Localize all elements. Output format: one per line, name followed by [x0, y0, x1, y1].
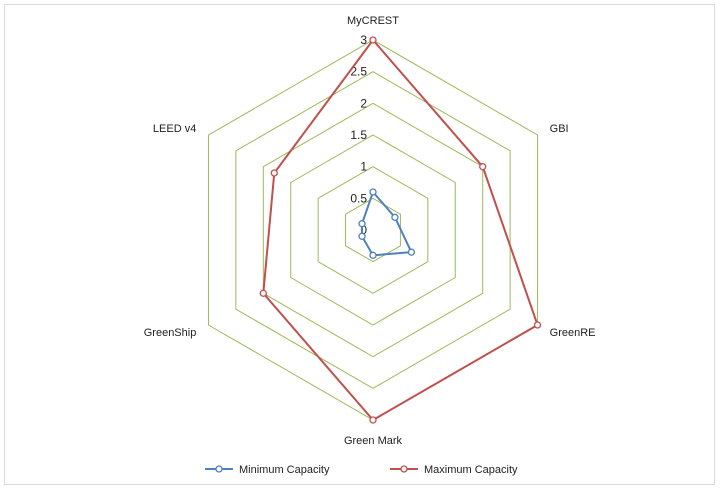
series-0-point-3 — [369, 251, 377, 259]
category-label-3: Green Mark — [344, 435, 403, 447]
series-line-0 — [361, 190, 413, 257]
series-0-point-1 — [391, 213, 399, 221]
series-1-point-1 — [479, 163, 487, 171]
series-1-point-5 — [270, 169, 278, 177]
category-labels: MyCREST GBI GreenRE Green Mark GreenShip LEED… — [144, 15, 596, 447]
category-label-2: GreenRE — [550, 327, 596, 339]
legend-label-1: Maximum Capacity — [424, 464, 518, 476]
grid-ring-3 — [290, 134, 456, 326]
radial-tick-labels: 0 0.5 1 1.5 2 2.5 3 — [350, 33, 367, 237]
grid-ring-4 — [262, 102, 484, 358]
radar-grid — [207, 39, 539, 421]
legend-marker-1 — [400, 465, 408, 473]
tick-label-6: 3 — [360, 33, 367, 47]
series-0-point-5 — [358, 220, 366, 228]
series-0-point-4 — [358, 232, 366, 240]
category-label-4: GreenShip — [144, 327, 197, 339]
grid-ring-2 — [317, 166, 429, 294]
series-1 — [259, 36, 542, 424]
legend: Minimum Capacity Maximum Capacity — [205, 464, 518, 476]
legend-label-0: Minimum Capacity — [239, 464, 330, 476]
series-1-point-3 — [369, 416, 377, 424]
tick-label-2: 1 — [360, 160, 367, 174]
series-1-point-2 — [533, 321, 542, 329]
tick-label-5: 2.5 — [350, 65, 367, 79]
category-label-0: MyCREST — [347, 15, 399, 27]
tick-label-3: 1.5 — [350, 128, 367, 142]
series-0-point-2 — [407, 248, 416, 256]
series-1-point-4 — [259, 289, 267, 297]
legend-item-1: Maximum Capacity — [390, 464, 518, 476]
grid-ring-5 — [235, 71, 511, 389]
category-label-1: GBI — [550, 123, 569, 135]
category-label-5: LEED v4 — [153, 123, 196, 135]
tick-label-4: 2 — [360, 96, 367, 110]
legend-marker-0 — [215, 465, 223, 473]
legend-item-0: Minimum Capacity — [205, 464, 330, 476]
grid-ring-1 — [345, 197, 401, 263]
series-layer — [259, 36, 542, 424]
series-0 — [358, 188, 416, 259]
grid-ring-6 — [207, 39, 539, 421]
tick-label-1: 0.5 — [350, 191, 367, 205]
series-0-point-0 — [369, 188, 377, 196]
series-1-point-0 — [369, 36, 377, 44]
tick-label-0: 0 — [360, 223, 367, 237]
